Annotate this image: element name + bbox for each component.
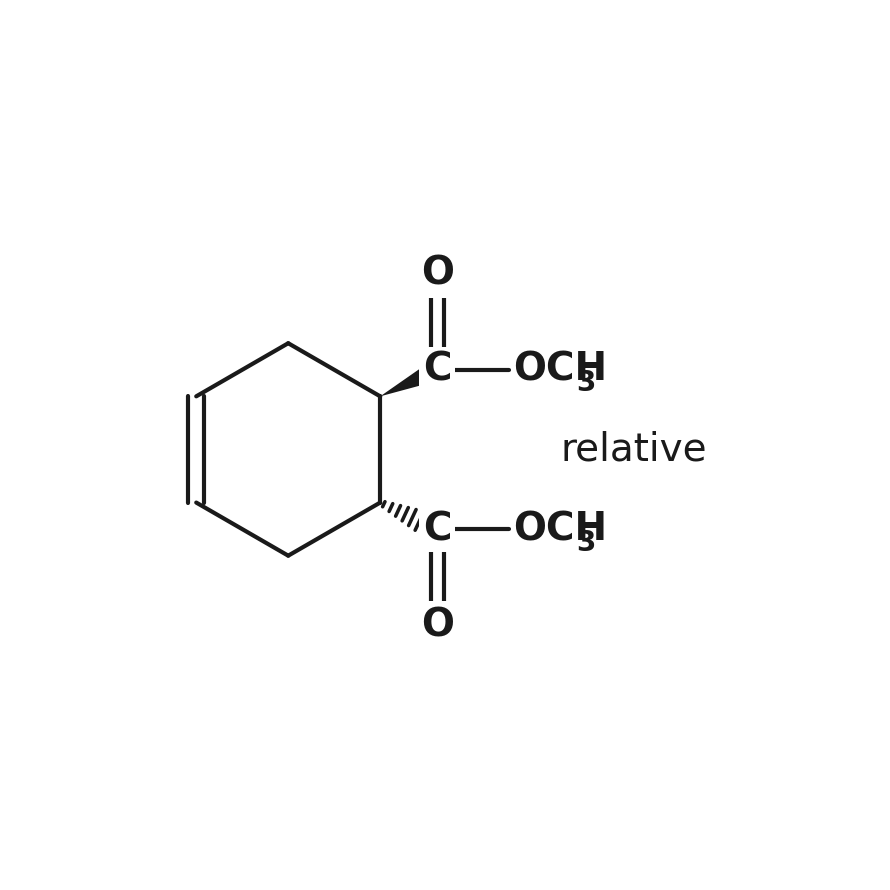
Polygon shape <box>380 360 442 396</box>
Text: OCH: OCH <box>514 351 608 389</box>
Text: 3: 3 <box>577 369 595 398</box>
Text: relative: relative <box>561 431 708 468</box>
Text: OCH: OCH <box>514 510 608 548</box>
Text: 3: 3 <box>577 529 595 557</box>
Text: O: O <box>421 607 454 644</box>
Text: C: C <box>423 510 451 548</box>
Text: C: C <box>423 351 451 389</box>
Text: O: O <box>421 255 454 292</box>
